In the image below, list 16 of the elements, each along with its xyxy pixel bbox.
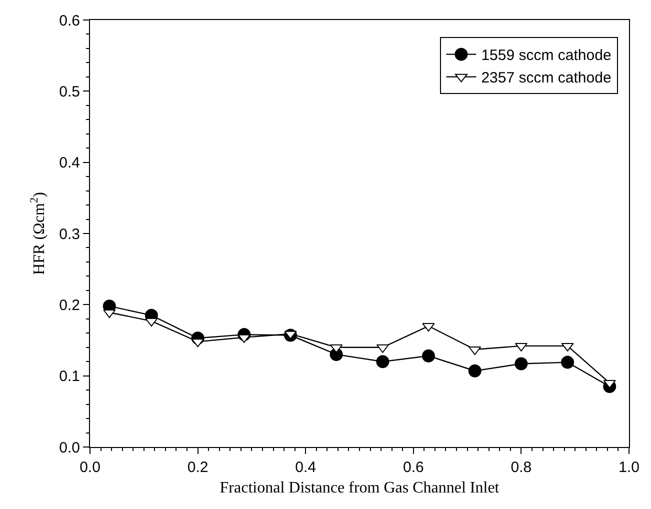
y-tick-label: 0.6: [59, 12, 80, 30]
x-tick-label: 1.0: [618, 459, 640, 476]
y-tick-label: 0.2: [59, 296, 80, 314]
y-tick-label: 0.3: [59, 226, 80, 243]
y-tick-label: 0.1: [59, 368, 80, 386]
legend-label: 1559 sccm cathode: [481, 47, 612, 64]
y-tick-label: 0.0: [59, 439, 80, 456]
x-tick-label: 0.8: [510, 459, 532, 476]
x-tick-label: 0.2: [187, 459, 208, 476]
x-axis-title: Fractional Distance from Gas Channel Inlet: [220, 480, 500, 497]
x-tick-label: 0.0: [80, 459, 100, 476]
legend-label: 2357 sccm cathode: [481, 70, 612, 87]
y-tick-label: 0.5: [59, 83, 80, 100]
x-tick-label: 0.4: [295, 459, 316, 476]
y-tick-label: 0.4: [59, 154, 80, 172]
x-tick-label: 0.6: [402, 459, 424, 476]
